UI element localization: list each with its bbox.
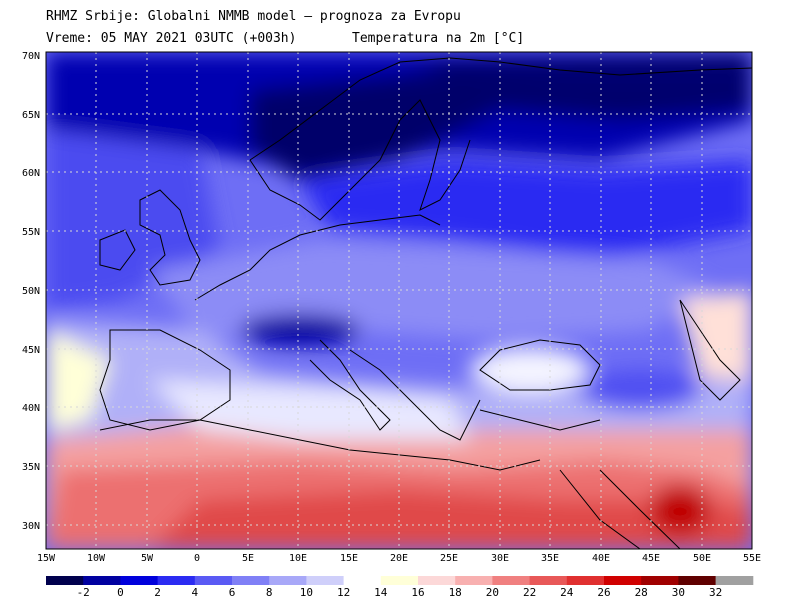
colorbar-tick-label: 4 xyxy=(191,586,199,599)
lon-label: 20E xyxy=(390,553,408,564)
colorbar-tick-label: 6 xyxy=(228,586,236,599)
colorbar-swatch xyxy=(641,576,679,585)
colorbar-swatch xyxy=(269,576,307,585)
lon-label: 0 xyxy=(194,553,200,564)
colorbar-tick-label: 0 xyxy=(117,586,124,599)
map-frame xyxy=(45,51,753,550)
lon-label: 30E xyxy=(491,553,509,564)
coastlines xyxy=(99,57,752,549)
lon-label: 50E xyxy=(693,553,711,564)
colorbar-swatch xyxy=(120,576,159,585)
lon-label: 35E xyxy=(541,553,559,564)
lon-label: 45E xyxy=(642,553,660,564)
map-title: RHMZ Srbije: Globalni NMMB model — progn… xyxy=(46,9,461,24)
colorbar-swatch xyxy=(46,576,84,585)
lat-label: 40N xyxy=(22,403,40,414)
variable-label: Temperatura na 2m [°C] xyxy=(352,31,525,46)
lat-label: 70N xyxy=(22,51,40,62)
colorbar-tick-label: 2 xyxy=(154,586,161,599)
colorbar-swatch xyxy=(455,576,493,585)
lon-label: 10W xyxy=(87,553,106,564)
lon-label: 25E xyxy=(440,553,458,564)
colorbar-tick-label: 10 xyxy=(299,586,314,599)
colorbar-tick-label: 32 xyxy=(708,586,723,599)
colorbar-swatch xyxy=(418,576,456,585)
colorbar-tick-label: 18 xyxy=(448,586,462,599)
colorbar-swatch xyxy=(343,576,382,585)
colorbar-swatch xyxy=(306,576,345,585)
lat-label: 65N xyxy=(22,110,40,121)
colorbar-tick-label: 20 xyxy=(485,586,500,599)
lat-label: 55N xyxy=(22,227,40,238)
colorbar-tick-label: -2 xyxy=(76,586,90,599)
colorbar-tick-label: 28 xyxy=(634,586,648,599)
colorbar-swatch xyxy=(715,576,754,585)
lat-label: 60N xyxy=(22,168,40,179)
graticule xyxy=(46,52,752,549)
lat-label: 35N xyxy=(22,462,40,473)
colorbar-tick-label: 8 xyxy=(265,586,273,599)
colorbar-swatch xyxy=(157,576,196,585)
temperature-field xyxy=(46,52,752,549)
lat-label: 30N xyxy=(22,521,40,532)
colorbar-tick-label: 12 xyxy=(336,586,351,599)
colorbar-tick-label: 14 xyxy=(374,586,388,599)
lon-label: 10E xyxy=(289,553,307,564)
colorbar xyxy=(46,576,754,585)
colorbar-swatch xyxy=(566,576,605,585)
colorbar-swatch xyxy=(678,576,717,585)
forecast-time: Vreme: 05 MAY 2021 03UTC (+003h) xyxy=(46,31,297,46)
lon-label: 15E xyxy=(340,553,358,564)
lon-label: 15W xyxy=(37,553,56,564)
lon-label: 5W xyxy=(141,553,154,564)
lon-label: 40E xyxy=(592,553,610,564)
colorbar-swatch xyxy=(492,576,531,585)
colorbar-tick-label: 24 xyxy=(560,586,574,599)
colorbar-tick-label: 16 xyxy=(411,586,425,599)
lon-label: 5E xyxy=(242,553,254,564)
colorbar-tick-label: 26 xyxy=(597,586,611,599)
colorbar-swatch xyxy=(529,576,568,585)
colorbar-swatch xyxy=(232,576,270,585)
colorbar-swatch xyxy=(194,576,233,585)
lat-label: 50N xyxy=(22,286,40,297)
colorbar-swatch xyxy=(380,576,419,585)
colorbar-tick-label: 22 xyxy=(522,586,537,599)
colorbar-swatch xyxy=(604,576,642,585)
lon-label: 55E xyxy=(743,553,761,564)
lat-label: 45N xyxy=(22,345,40,356)
colorbar-swatch xyxy=(83,576,121,585)
colorbar-tick-label: 30 xyxy=(671,586,686,599)
